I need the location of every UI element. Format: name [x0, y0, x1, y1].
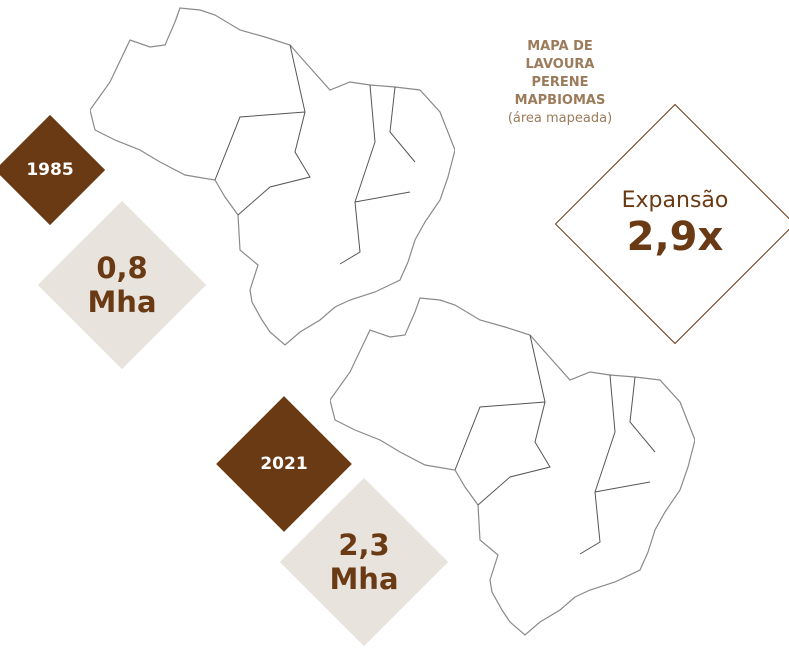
area-badge-1985: 0,8 Mha	[37, 200, 207, 370]
brazil-map-1985	[90, 7, 455, 346]
brazil-map-2021	[330, 297, 695, 636]
title-line: LAVOURA	[525, 57, 595, 72]
area-badge-2021: 2,3 Mha	[279, 477, 449, 647]
year-label: 2021	[260, 454, 308, 474]
title-line: MAPA DE	[527, 39, 593, 54]
year-badge-2021: 2021	[216, 396, 352, 532]
expansion-value: 2,9x	[626, 213, 724, 260]
title-line: PERENE	[531, 75, 589, 90]
area-value: 0,8	[96, 251, 148, 285]
year-badge-1985: 1985	[0, 114, 106, 226]
title-subtitle: (área mapeada)	[507, 111, 613, 126]
title-line: MAPBIOMAS	[514, 93, 606, 108]
area-unit: Mha	[329, 562, 399, 596]
expansion-badge: Expansão 2,9x	[554, 87, 789, 361]
expansion-label: Expansão	[621, 187, 729, 213]
year-label: 1985	[26, 160, 74, 180]
area-value: 2,3	[338, 528, 390, 562]
area-unit: Mha	[87, 285, 157, 319]
map-title: MAPA DE LAVOURA PERENE MAPBIOMAS (área m…	[470, 38, 650, 128]
